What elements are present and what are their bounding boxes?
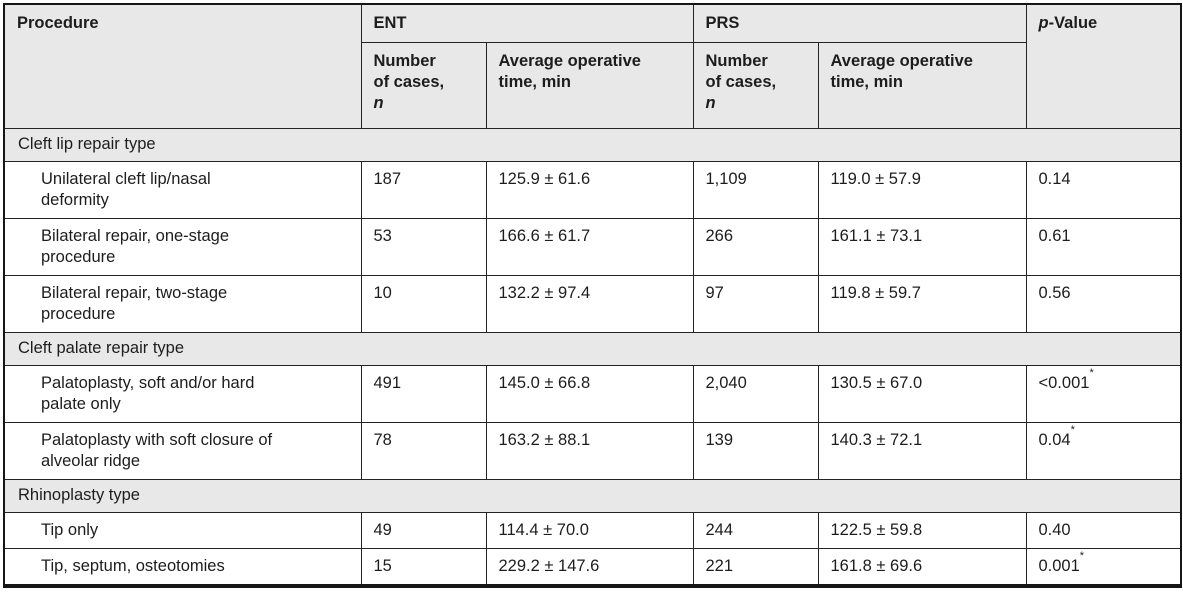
p-value-text: 0.14 (1038, 170, 1071, 188)
table-row: Tip, septum, osteotomies 15 229.2 ± 147.6 2… (3, 548, 1182, 587)
procedure-cell: Palatoplasty with soft closure of alveol… (3, 422, 362, 480)
procedure-cell: Bilateral repair, one-stage procedure (3, 218, 362, 276)
p-value-text: 0.56 (1038, 284, 1071, 302)
p-value-cell: 0.61 (1025, 218, 1182, 276)
n-symbol: n (373, 94, 384, 112)
procedure-cell: Tip only (3, 512, 362, 549)
ent-cases-cell: 15 (360, 548, 487, 587)
prs-time-cell: 122.5 ± 59.8 (817, 512, 1027, 549)
table-row: Palatoplasty with soft closure of alveol… (3, 422, 1182, 480)
p-symbol: p (1038, 14, 1049, 32)
ent-cases-cell: 491 (360, 365, 487, 423)
significance-asterisk: * (1070, 424, 1075, 436)
procedure-cell: Palatoplasty, soft and/or hard palate on… (3, 365, 362, 423)
table-row: Tip only 49 114.4 ± 70.0 244 122.5 ± 59.8 0.4… (3, 512, 1182, 549)
ent-cases-cell: 78 (360, 422, 487, 480)
ent-time-cell: 132.2 ± 97.4 (485, 275, 694, 333)
header-ent-cases: Number of cases, n (360, 42, 487, 129)
ent-cases-cell: 10 (360, 275, 487, 333)
prs-time-cell: 140.3 ± 72.1 (817, 422, 1027, 480)
procedure-text: Bilateral repair, two-stage procedure (41, 284, 228, 323)
procedure-text: Unilateral cleft lip/nasal deformity (41, 170, 211, 209)
ent-time-cell: 166.6 ± 61.7 (485, 218, 694, 276)
prs-time-cell: 130.5 ± 67.0 (817, 365, 1027, 423)
table-header: Procedure ENT PRS p-Value Number of case… (3, 3, 1182, 129)
ent-time-cell: 145.0 ± 66.8 (485, 365, 694, 423)
header-prs-time: Average operative time, min (817, 42, 1027, 129)
section-row: Cleft lip repair type (3, 128, 1182, 162)
prs-cases-cell: 139 (692, 422, 819, 480)
procedure-cell: Unilateral cleft lip/nasal deformity (3, 161, 362, 219)
header-prs-cases: Number of cases, n (692, 42, 819, 129)
prs-cases-cell: 266 (692, 218, 819, 276)
section-label: Cleft lip repair type (3, 128, 1182, 162)
prs-cases-cell: 97 (692, 275, 819, 333)
header-group-prs: PRS (692, 3, 1027, 43)
prs-time-cell: 119.8 ± 59.7 (817, 275, 1027, 333)
prs-time-cell: 119.0 ± 57.9 (817, 161, 1027, 219)
p-value-cell: 0.56 (1025, 275, 1182, 333)
procedure-text: Tip only (41, 521, 99, 539)
ent-time-cell: 114.4 ± 70.0 (485, 512, 694, 549)
p-value-text: 0.61 (1038, 227, 1071, 245)
procedure-cell: Bilateral repair, two-stage procedure (3, 275, 362, 333)
p-value-text: <0.001 (1038, 374, 1090, 392)
p-value-cell: 0.40 (1025, 512, 1182, 549)
ent-cases-cell: 53 (360, 218, 487, 276)
procedure-text: Palatoplasty, soft and/or hard palate on… (41, 374, 255, 413)
prs-cases-cell: 1,109 (692, 161, 819, 219)
section-row: Rhinoplasty type (3, 479, 1182, 513)
header-procedure: Procedure (3, 3, 362, 129)
p-value-cell: <0.001* (1025, 365, 1182, 423)
header-p-value: p-Value (1025, 3, 1182, 129)
p-value-text: 0.04 (1038, 431, 1071, 449)
prs-cases-cell: 221 (692, 548, 819, 587)
section-label: Rhinoplasty type (3, 479, 1182, 513)
document-page: Procedure ENT PRS p-Value Number of case… (3, 3, 1182, 588)
header-sub-row: Number of cases, n Average operative tim… (4, 42, 1181, 129)
significance-asterisk: * (1089, 367, 1094, 379)
procedure-cell: Tip, septum, osteotomies (3, 548, 362, 587)
p-value-text: 0.40 (1038, 521, 1071, 539)
ent-cases-cell: 187 (360, 161, 487, 219)
section-label: Cleft palate repair type (3, 332, 1182, 366)
procedure-text: Tip, septum, osteotomies (41, 557, 225, 575)
prs-time-cell: 161.1 ± 73.1 (817, 218, 1027, 276)
p-value-text: 0.001 (1038, 557, 1080, 575)
table-row: Bilateral repair, one-stage procedure 53 1… (3, 218, 1182, 276)
prs-time-cell: 161.8 ± 69.6 (817, 548, 1027, 587)
prs-cases-cell: 244 (692, 512, 819, 549)
p-value-cell: 0.04* (1025, 422, 1182, 480)
header-group-ent: ENT (360, 3, 694, 43)
n-symbol: n (705, 94, 716, 112)
section-row: Cleft palate repair type (3, 332, 1182, 366)
operative-time-comparison-table: Procedure ENT PRS p-Value Number of case… (3, 3, 1182, 588)
header-group-row: Procedure ENT PRS p-Value (3, 3, 1182, 129)
p-value-cell: 0.001* (1025, 548, 1182, 587)
ent-time-cell: 125.9 ± 61.6 (485, 161, 694, 219)
procedure-text: Palatoplasty with soft closure of alveol… (41, 431, 273, 470)
prs-cases-cell: 2,040 (692, 365, 819, 423)
ent-time-cell: 163.2 ± 88.1 (485, 422, 694, 480)
significance-asterisk: * (1079, 550, 1085, 562)
ent-cases-cell: 49 (360, 512, 487, 549)
ent-time-cell: 229.2 ± 147.6 (485, 548, 694, 587)
table-body: Cleft lip repair type Unilateral cleft li… (3, 128, 1182, 587)
procedure-text: Bilateral repair, one-stage procedure (41, 227, 230, 266)
header-ent-time: Average operative time, min (485, 42, 694, 129)
p-value-cell: 0.14 (1025, 161, 1182, 219)
p-value-label: -Value (1048, 14, 1098, 32)
table-row: Palatoplasty, soft and/or hard palate on… (3, 365, 1182, 423)
table-row: Unilateral cleft lip/nasal deformity 187 1… (3, 161, 1182, 219)
table-row: Bilateral repair, two-stage procedure 10 1… (3, 275, 1182, 333)
